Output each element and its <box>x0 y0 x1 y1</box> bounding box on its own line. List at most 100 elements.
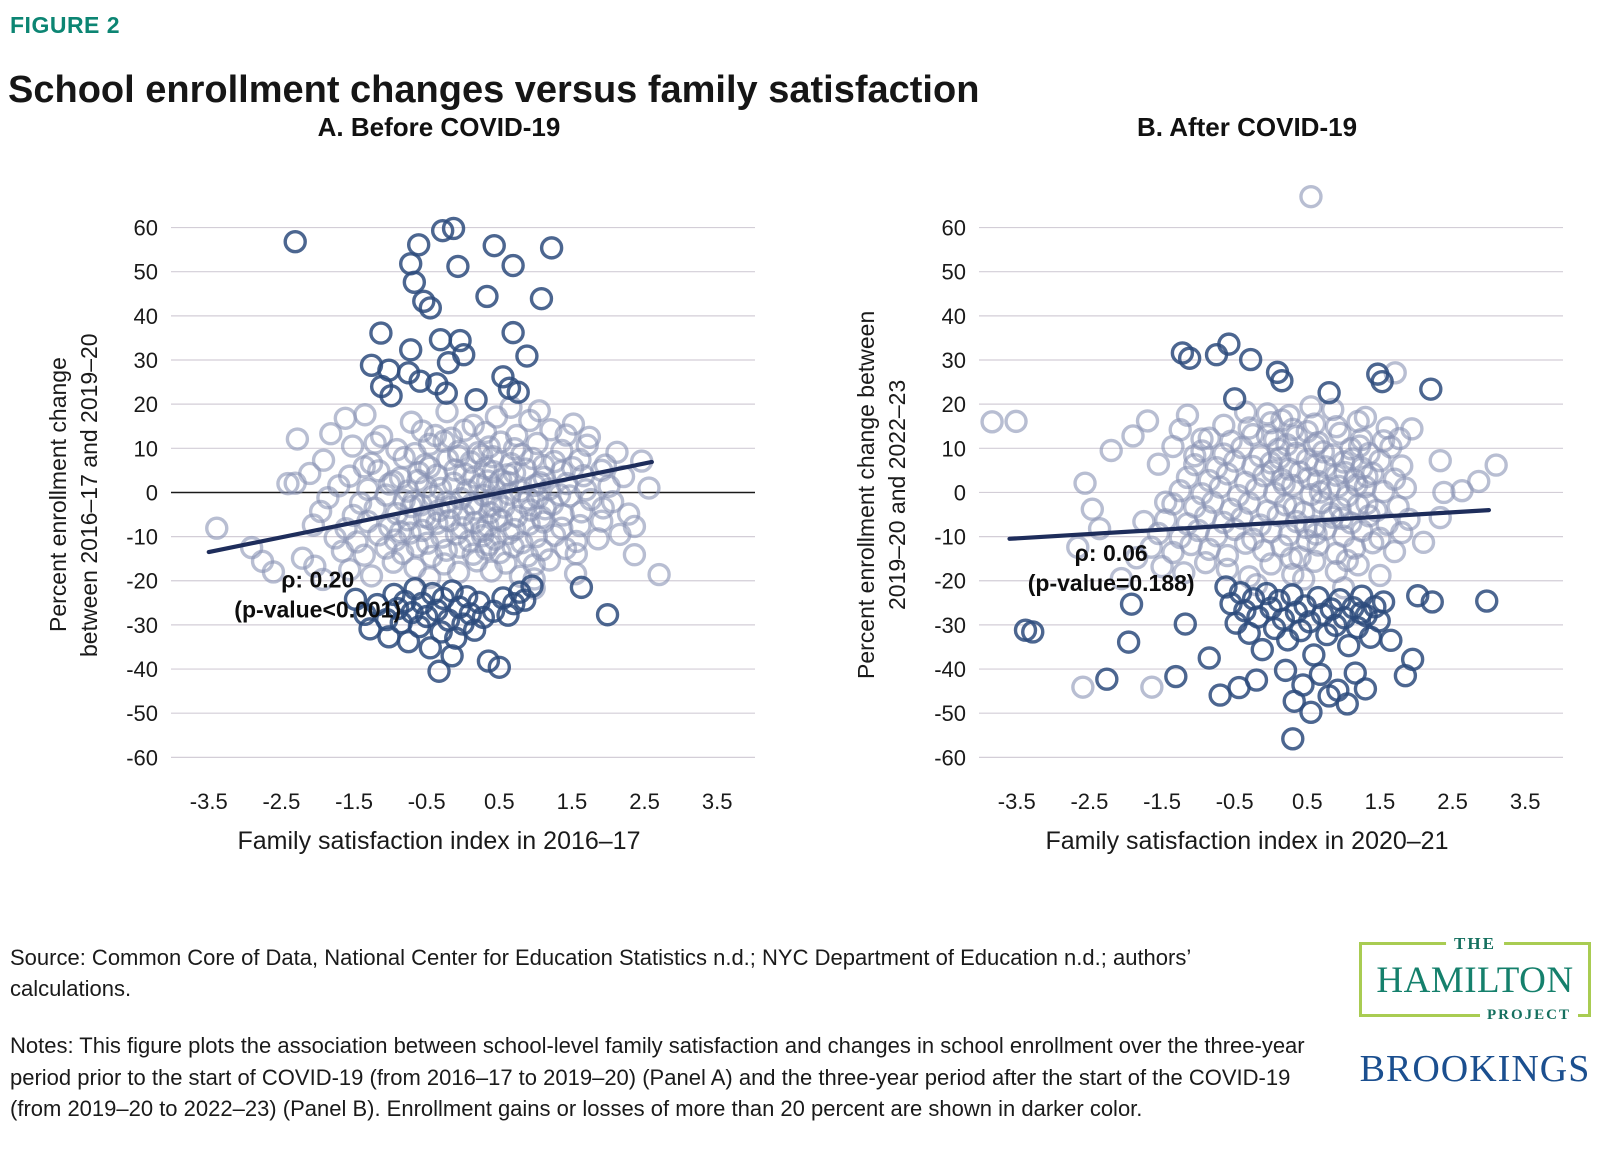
scatter-point <box>399 338 423 362</box>
svg-text:0: 0 <box>146 480 158 505</box>
hamilton-logo-name: HAMILTON <box>1376 960 1574 1001</box>
scatter-point <box>1346 553 1370 577</box>
svg-text:2.5: 2.5 <box>1437 789 1468 814</box>
scatter-point <box>1183 452 1207 477</box>
scatter-point <box>1406 584 1430 608</box>
trend-line <box>1007 508 1492 541</box>
scatter-point <box>1299 184 1323 209</box>
scatter-point <box>487 655 512 679</box>
scatter-point <box>1379 628 1403 653</box>
scatter-point <box>1268 446 1292 470</box>
scatter-point <box>569 500 594 524</box>
scatter-point <box>529 286 554 311</box>
scatter-point <box>506 380 530 404</box>
scatter-point <box>1139 535 1163 559</box>
hamilton-project-logo: THE HAMILTON PROJECT <box>1359 934 1591 1024</box>
scatter-point <box>539 418 563 442</box>
scatter-point <box>525 431 549 456</box>
hamilton-logo-project: PROJECT <box>1479 1007 1578 1024</box>
scatter-point <box>1335 548 1360 573</box>
scatter-point <box>1317 380 1341 405</box>
scatter-point <box>308 499 333 524</box>
scatter-point <box>1260 459 1285 483</box>
scatter-point <box>502 592 526 616</box>
scatter-point <box>452 418 477 442</box>
scatter-point <box>448 535 472 559</box>
scatter-point <box>352 455 376 479</box>
correlation-annotation: (p-value=0.188) <box>1028 570 1195 596</box>
scatter-point <box>283 229 307 254</box>
scatter-point <box>407 233 431 257</box>
panel-b-y-axis-label: Percent enrollment change between 2019–20… <box>852 310 910 680</box>
scatter-point <box>1375 416 1399 440</box>
svg-text:-30: -30 <box>126 613 158 638</box>
svg-text:30: 30 <box>134 348 158 373</box>
scatter-point <box>593 453 618 477</box>
scatter-point <box>333 406 358 430</box>
scatter-point <box>501 320 525 345</box>
scatter-point <box>1353 677 1378 701</box>
svg-text:20: 20 <box>134 392 158 417</box>
scatter-point <box>352 543 376 567</box>
scatter-point <box>1428 448 1452 473</box>
scatter-point <box>439 495 464 520</box>
scatter-point <box>1299 700 1323 725</box>
scatter-point <box>1215 462 1240 486</box>
svg-text:-2.5: -2.5 <box>1070 789 1108 814</box>
scatter-point <box>1080 497 1105 521</box>
footer: Source: Common Core of Data, National Ce… <box>10 934 1616 1124</box>
panel-before-covid: A. Before COVID-19 Percent enrollment ch… <box>0 108 808 856</box>
scatter-point <box>1400 417 1424 441</box>
correlation-annotation: ρ: 0.06 <box>1075 540 1148 566</box>
scatter-point <box>316 486 340 510</box>
hamilton-logo-the: THE <box>1446 934 1504 954</box>
scatter-point <box>1254 581 1279 606</box>
scatter-point <box>1302 643 1326 667</box>
panel-b-title: B. After COVID-19 <box>1136 112 1358 142</box>
scatter-point <box>359 564 384 588</box>
scatter-point <box>1135 409 1160 433</box>
scatter-point <box>1304 522 1328 546</box>
panel-a-plot-wrap: Percent enrollment change between 2016–17… <box>43 169 765 821</box>
svg-text:1.5: 1.5 <box>1365 789 1396 814</box>
scatter-point <box>1282 689 1306 713</box>
scatter-point <box>554 423 578 447</box>
scatter-point <box>1335 692 1360 716</box>
panel-a-title: A. Before COVID-19 <box>317 112 561 142</box>
scatter-point <box>569 575 594 600</box>
scatter-point <box>425 511 449 536</box>
scatter-point <box>412 289 436 313</box>
svg-text:-40: -40 <box>126 657 158 682</box>
scatter-point <box>311 567 335 592</box>
scatter-point <box>1021 620 1045 644</box>
panel-after-covid: B. After COVID-19 Percent enrollment cha… <box>808 108 1616 856</box>
scatter-point <box>1172 561 1196 585</box>
scatter-point <box>1390 454 1414 478</box>
scatter-point <box>482 233 506 258</box>
scatter-point <box>381 550 406 574</box>
scatter-point <box>1175 465 1200 490</box>
scatter-point <box>340 434 365 458</box>
scatter-point <box>1337 633 1361 658</box>
scatter-point <box>434 381 459 405</box>
brookings-logo: BROOKINGS <box>1359 1048 1591 1090</box>
scatter-point <box>1321 397 1345 422</box>
svg-text:0.5: 0.5 <box>1292 789 1323 814</box>
svg-text:40: 40 <box>134 304 158 329</box>
scatter-point <box>385 596 410 621</box>
scatter-point <box>379 384 403 408</box>
scatter-point <box>1302 549 1327 574</box>
panel-a-x-axis-label: Family satisfaction index in 2016–17 <box>237 827 641 855</box>
scatter-point <box>1193 550 1218 575</box>
scatter-point <box>1411 530 1436 555</box>
scatter-point <box>1347 434 1372 458</box>
panel-b-plot-wrap: Percent enrollment change between 2019–20… <box>851 169 1573 821</box>
panel-a-scatter-plot: 60 50 40 30 20 10 0 -10 -20 -30 -40 -50 -60 -3.5 -2.5 -… <box>126 216 756 814</box>
scatter-point <box>475 284 499 309</box>
scatter-point <box>1197 426 1222 450</box>
svg-text:-3.5: -3.5 <box>190 789 228 814</box>
scatter-point <box>311 448 336 472</box>
scatter-point <box>1239 347 1263 372</box>
scatter-point <box>1382 539 1407 564</box>
svg-text:3.5: 3.5 <box>1510 789 1541 814</box>
